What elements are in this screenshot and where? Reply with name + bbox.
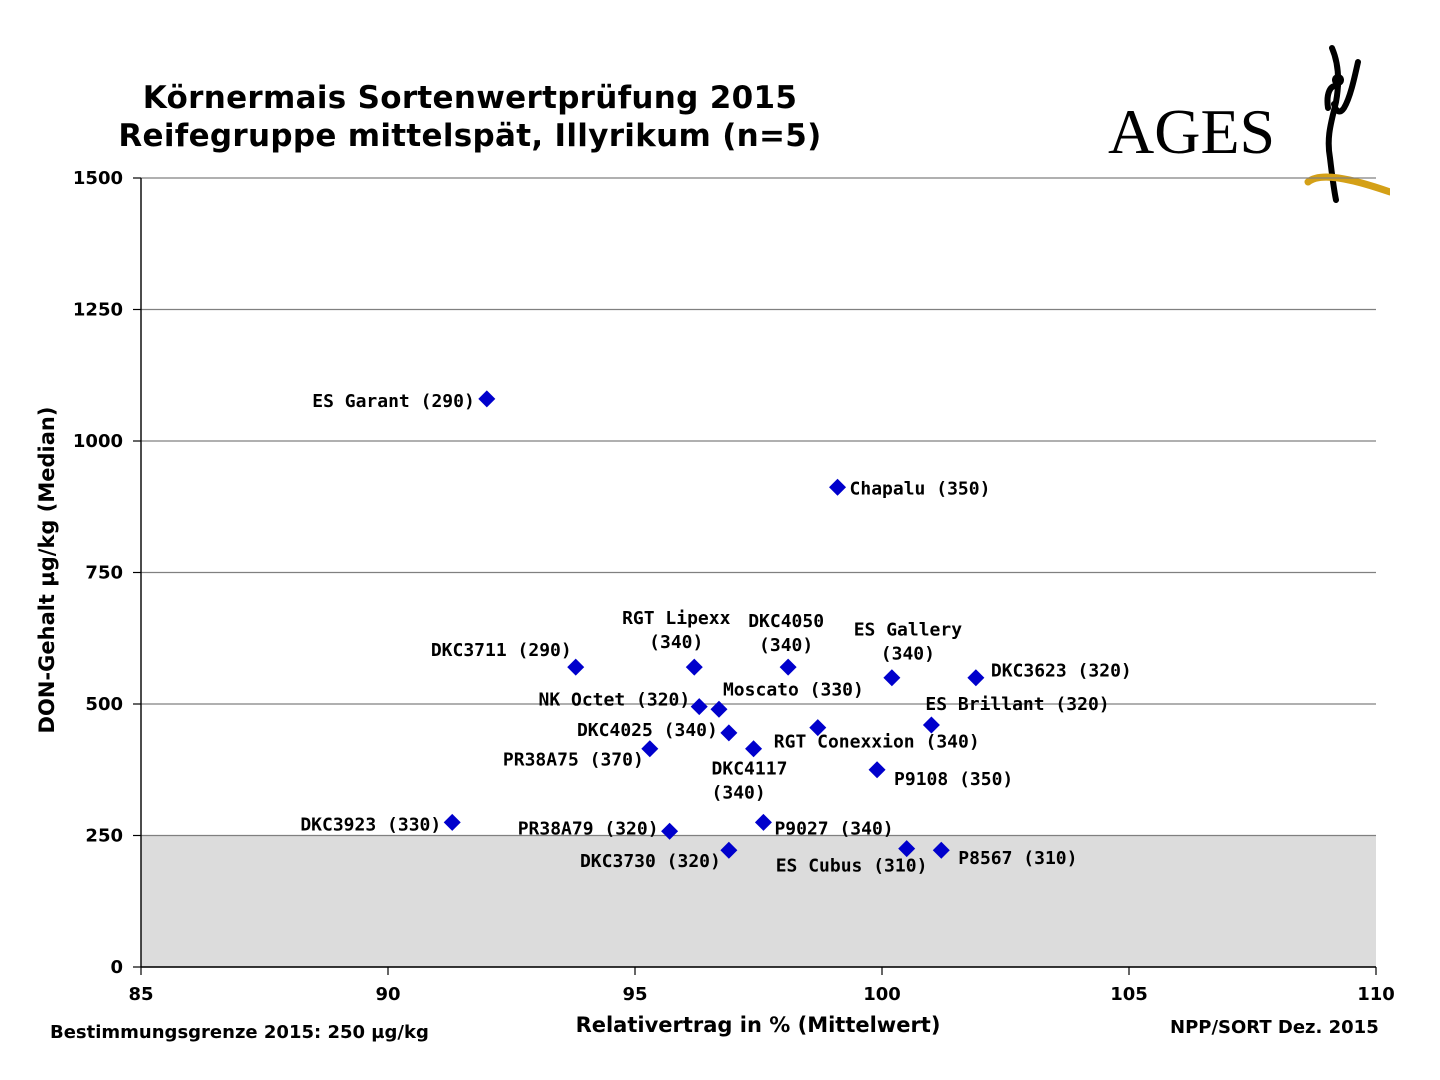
data-label: ES Cubus (310) bbox=[776, 856, 928, 877]
data-point bbox=[478, 390, 496, 408]
data-label: P9108 (350) bbox=[894, 769, 1013, 790]
data-point bbox=[745, 740, 763, 758]
y-tick-label: 250 bbox=[85, 826, 123, 847]
data-label: (340) bbox=[649, 632, 703, 653]
detection-limit-band bbox=[141, 835, 1376, 967]
x-tick-label: 105 bbox=[1110, 984, 1148, 1005]
data-point bbox=[809, 719, 827, 737]
data-point bbox=[898, 840, 916, 858]
data-label: P8567 (310) bbox=[958, 848, 1077, 869]
data-point bbox=[567, 658, 585, 676]
y-tick-label: 0 bbox=[110, 957, 123, 978]
data-label: RGT Conexxion (340) bbox=[774, 732, 980, 753]
data-label: RGT Lipexx bbox=[622, 608, 731, 629]
x-tick-label: 85 bbox=[128, 984, 153, 1005]
data-label: DKC4025 (340) bbox=[577, 720, 718, 741]
x-tick-label: 90 bbox=[375, 984, 400, 1005]
logo-head-icon bbox=[1332, 74, 1344, 86]
data-label: DKC3711 (290) bbox=[431, 640, 572, 661]
data-label: (340) bbox=[759, 635, 813, 656]
data-label: DKC3623 (320) bbox=[991, 661, 1132, 682]
data-label: DKC4117 bbox=[712, 759, 788, 780]
x-tick-label: 95 bbox=[622, 984, 647, 1005]
data-label: Moscato (330) bbox=[723, 679, 864, 700]
data-label: PR38A79 (320) bbox=[518, 818, 659, 839]
data-label: (340) bbox=[712, 783, 766, 804]
logo-text: AGES bbox=[1108, 96, 1275, 167]
data-point bbox=[443, 813, 461, 831]
y-tick-label: 1500 bbox=[73, 168, 123, 189]
data-point bbox=[720, 724, 738, 742]
y-axis-label: DON-Gehalt µg/kg (Median) bbox=[35, 407, 59, 734]
detection-limit-note: Bestimmungsgrenze 2015: 250 µg/kg bbox=[50, 1022, 429, 1043]
x-tick-label: 100 bbox=[863, 984, 901, 1005]
y-tick-label: 1250 bbox=[73, 300, 123, 321]
source-note: NPP/SORT Dez. 2015 bbox=[1170, 1017, 1379, 1038]
logo-figure-icon bbox=[1324, 45, 1361, 203]
data-point bbox=[710, 700, 728, 718]
data-point bbox=[685, 658, 703, 676]
data-label: DKC3730 (320) bbox=[580, 851, 721, 872]
y-tick-label: 500 bbox=[85, 694, 123, 715]
chart-subtitle: Reifegruppe mittelspät, Illyrikum (n=5) bbox=[118, 118, 822, 154]
data-label: ES Garant (290) bbox=[312, 391, 475, 412]
data-label: Chapalu (350) bbox=[850, 478, 991, 499]
ages-logo: AGES bbox=[1108, 45, 1390, 203]
data-point bbox=[829, 478, 847, 496]
x-tick-label: 110 bbox=[1357, 984, 1395, 1005]
data-point bbox=[661, 822, 679, 840]
data-point bbox=[720, 841, 738, 859]
chart-title: Körnermais Sortenwertprüfung 2015 bbox=[142, 80, 798, 116]
data-point bbox=[922, 716, 940, 734]
data-point bbox=[883, 669, 901, 687]
data-point bbox=[690, 698, 708, 716]
data-point bbox=[754, 813, 772, 831]
data-point bbox=[779, 658, 797, 676]
data-label: ES Gallery bbox=[854, 620, 963, 641]
data-point bbox=[868, 761, 886, 779]
data-label: P9027 (340) bbox=[774, 818, 893, 839]
data-label: NK Octet (320) bbox=[539, 690, 691, 711]
x-axis-label: Relativertrag in % (Mittelwert) bbox=[576, 1013, 941, 1037]
data-point bbox=[641, 740, 659, 758]
data-label: ES Brillant (320) bbox=[925, 694, 1109, 715]
data-label: (340) bbox=[881, 644, 935, 665]
data-label: DKC4050 bbox=[748, 611, 824, 632]
data-label: PR38A75 (370) bbox=[503, 750, 644, 771]
data-point bbox=[967, 669, 985, 687]
y-tick-label: 1000 bbox=[73, 431, 123, 452]
data-label: DKC3923 (330) bbox=[300, 814, 441, 835]
data-point bbox=[932, 841, 950, 859]
y-tick-label: 750 bbox=[85, 563, 123, 584]
